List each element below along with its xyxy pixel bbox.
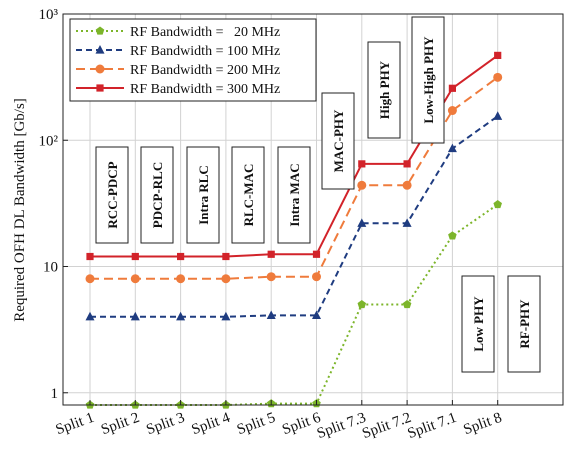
split-annotation-label: MAC-PHY	[331, 109, 346, 172]
y-axis-title: Required OFH DL Bandwidth [Gb/s]	[12, 98, 28, 322]
legend-marker-1	[95, 45, 105, 54]
series-line-2	[90, 76, 499, 280]
split-annotation-label: Low-High PHY	[421, 36, 436, 124]
y-tick-label: 1	[51, 386, 59, 402]
data-point-s3-7	[403, 160, 411, 168]
data-point-s0-6	[357, 300, 367, 309]
split-annotation-label: PDCP-RLC	[150, 162, 165, 228]
split-annotation-label: RF-PHY	[517, 299, 532, 349]
legend-label: RF Bandwidth = 300 MHz	[130, 82, 280, 97]
plot-frame	[62, 13, 564, 406]
data-point-s0-8	[448, 231, 457, 240]
split-annotation-box-2	[186, 146, 220, 244]
legend-marker-3	[96, 84, 104, 92]
data-point-s2-8	[447, 106, 457, 116]
data-point-s0-7	[402, 300, 412, 309]
y-tick-label: 10²	[39, 133, 59, 149]
data-point-s3-9	[494, 51, 502, 59]
data-point-s1-4	[266, 310, 276, 319]
series-line-1	[90, 115, 499, 318]
data-point-s1-7	[402, 218, 412, 227]
data-point-s2-0	[85, 274, 95, 284]
data-point-s2-2	[176, 274, 186, 284]
data-point-s2-3	[221, 274, 231, 284]
split-annotation-label: Intra RLC	[196, 165, 211, 225]
data-point-s1-3	[221, 311, 231, 321]
legend-label: RF Bandwidth = 100 MHz	[130, 44, 280, 59]
legend-label: RF Bandwidth = 200 MHz	[130, 63, 280, 78]
split-annotation-label: RLC-MAC	[241, 164, 256, 227]
data-point-s3-3	[222, 252, 230, 261]
series-markers	[85, 51, 503, 409]
split-annotation-box-7	[411, 16, 445, 144]
split-annotation-label: Low PHY	[471, 296, 486, 352]
legend-label: RF Bandwidth = 20 MHz	[130, 25, 280, 40]
data-point-s1-5	[312, 310, 321, 319]
split-annotation-box-6	[367, 41, 401, 139]
data-point-s2-6	[357, 180, 367, 190]
data-point-s2-7	[402, 180, 412, 190]
data-point-s3-2	[177, 252, 185, 261]
data-point-s2-1	[130, 274, 140, 284]
data-point-s1-2	[176, 311, 186, 321]
data-point-s1-1	[130, 311, 140, 321]
data-point-s3-4	[267, 250, 275, 258]
split-annotation-box-8	[461, 275, 495, 373]
split-annotation-label: RCC-PDCP	[105, 161, 120, 228]
data-point-s2-9	[493, 72, 503, 82]
data-point-s3-1	[131, 252, 139, 261]
legend-marker-2	[95, 64, 105, 74]
data-point-s1-9	[493, 111, 503, 120]
data-point-s1-6	[357, 218, 367, 227]
split-annotation-box-1	[140, 146, 174, 244]
split-annotation-label: Intra MAC	[287, 163, 302, 226]
data-point-s2-5	[312, 272, 321, 282]
y-tick-label: 10	[43, 260, 58, 276]
split-annotation-box-4	[277, 146, 311, 244]
data-point-s2-4	[266, 272, 276, 282]
series-line-0	[90, 203, 499, 406]
legend-marker-0	[95, 26, 105, 35]
legend: RF Bandwidth = 20 MHz RF Bandwidth = 100 …	[69, 18, 317, 102]
data-point-s1-8	[447, 143, 457, 153]
y-axis-ticks: 1 10 10² 10³	[39, 7, 68, 402]
split-annotation-box-0	[95, 146, 129, 244]
data-point-s3-6	[358, 160, 366, 168]
data-point-s0-9	[493, 199, 502, 209]
data-point-s3-5	[312, 250, 321, 258]
data-point-s3-0	[86, 252, 94, 261]
split-annotation-box-9	[507, 275, 541, 373]
split-annotation-box-3	[231, 146, 265, 244]
data-point-s3-8	[448, 84, 456, 92]
split-annotations: RCC-PDCP PDCP-RLC Intra RLC RLC-MAC Intra MA…	[95, 16, 541, 373]
data-point-s1-0	[85, 311, 95, 321]
split-annotation-label: High PHY	[377, 60, 392, 119]
split-annotation-box-5	[321, 92, 355, 190]
y-tick-label: 10³	[39, 7, 59, 23]
